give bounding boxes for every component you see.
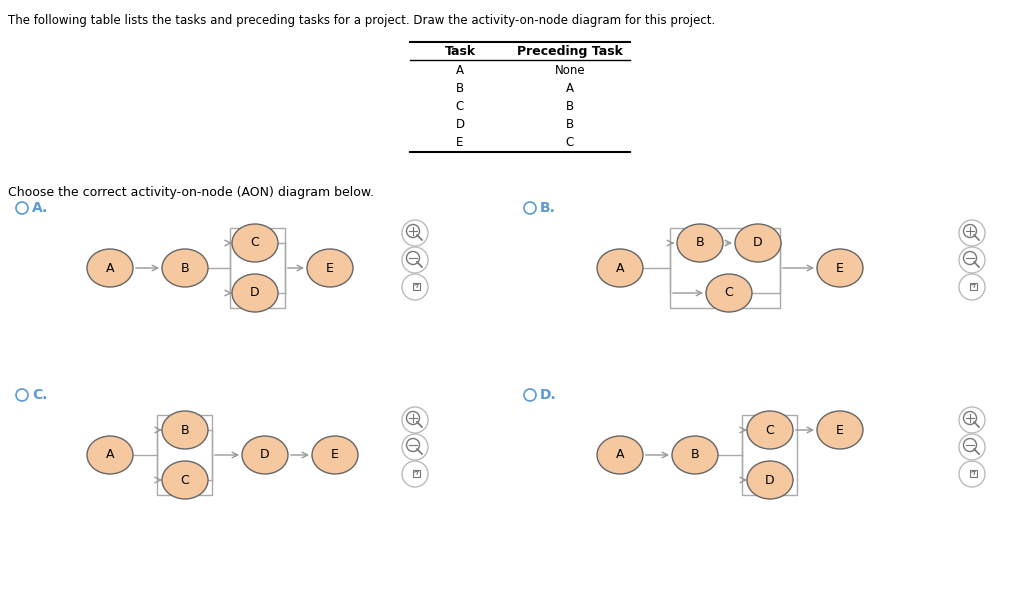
- Bar: [670, 228, 780, 308]
- Bar: [970, 283, 977, 290]
- Text: B: B: [566, 100, 574, 113]
- Circle shape: [402, 220, 428, 246]
- Text: B: B: [180, 423, 189, 437]
- Text: E: E: [836, 423, 844, 437]
- Text: Choose the correct activity-on-node (AON) diagram below.: Choose the correct activity-on-node (AON…: [8, 186, 374, 199]
- Circle shape: [959, 247, 985, 273]
- Text: C: C: [725, 286, 733, 300]
- Ellipse shape: [242, 436, 288, 474]
- Text: D: D: [456, 118, 465, 131]
- Text: E: E: [331, 448, 339, 462]
- Ellipse shape: [597, 249, 643, 287]
- Circle shape: [402, 461, 428, 487]
- Bar: [742, 415, 797, 495]
- Text: A: A: [105, 261, 115, 275]
- Ellipse shape: [746, 411, 793, 449]
- Text: E: E: [326, 261, 334, 275]
- Circle shape: [959, 220, 985, 246]
- Circle shape: [402, 274, 428, 300]
- Ellipse shape: [735, 224, 781, 262]
- Ellipse shape: [162, 249, 208, 287]
- Text: E: E: [836, 261, 844, 275]
- Text: C: C: [180, 474, 189, 487]
- Text: B: B: [566, 118, 574, 131]
- Ellipse shape: [817, 411, 863, 449]
- Circle shape: [959, 461, 985, 487]
- Text: None: None: [555, 64, 586, 77]
- Text: D: D: [260, 448, 269, 462]
- Text: A: A: [566, 82, 574, 95]
- Ellipse shape: [87, 436, 133, 474]
- Text: A: A: [615, 261, 625, 275]
- Text: Preceding Task: Preceding Task: [517, 45, 623, 58]
- Ellipse shape: [597, 436, 643, 474]
- Text: B.: B.: [540, 201, 556, 215]
- Text: B: B: [690, 448, 699, 462]
- Ellipse shape: [232, 274, 278, 312]
- Ellipse shape: [162, 411, 208, 449]
- Text: C: C: [251, 236, 259, 250]
- Circle shape: [402, 247, 428, 273]
- Bar: [230, 228, 285, 308]
- Text: D: D: [765, 474, 775, 487]
- Circle shape: [402, 407, 428, 433]
- Text: D: D: [250, 286, 260, 300]
- Text: E: E: [457, 136, 464, 149]
- Ellipse shape: [677, 224, 723, 262]
- Text: C: C: [456, 100, 464, 113]
- Text: A: A: [105, 448, 115, 462]
- Text: C: C: [566, 136, 574, 149]
- Text: D: D: [754, 236, 763, 250]
- Text: A.: A.: [32, 201, 48, 215]
- Text: B: B: [456, 82, 464, 95]
- Ellipse shape: [706, 274, 752, 312]
- Ellipse shape: [746, 461, 793, 499]
- Text: B: B: [695, 236, 705, 250]
- Circle shape: [959, 274, 985, 300]
- Text: The following table lists the tasks and preceding tasks for a project. Draw the : The following table lists the tasks and …: [8, 14, 715, 27]
- Text: C.: C.: [32, 388, 47, 402]
- Ellipse shape: [232, 224, 278, 262]
- Ellipse shape: [87, 249, 133, 287]
- Bar: [157, 415, 212, 495]
- Text: Task: Task: [444, 45, 475, 58]
- Circle shape: [959, 434, 985, 460]
- Circle shape: [402, 434, 428, 460]
- Text: A: A: [456, 64, 464, 77]
- Text: B: B: [180, 261, 189, 275]
- Ellipse shape: [307, 249, 353, 287]
- Ellipse shape: [312, 436, 358, 474]
- Bar: [413, 470, 420, 477]
- Text: C: C: [766, 423, 774, 437]
- Text: D.: D.: [540, 388, 557, 402]
- Ellipse shape: [672, 436, 718, 474]
- Ellipse shape: [162, 461, 208, 499]
- Bar: [970, 470, 977, 477]
- Ellipse shape: [817, 249, 863, 287]
- Circle shape: [959, 407, 985, 433]
- Bar: [413, 283, 420, 290]
- Text: A: A: [615, 448, 625, 462]
